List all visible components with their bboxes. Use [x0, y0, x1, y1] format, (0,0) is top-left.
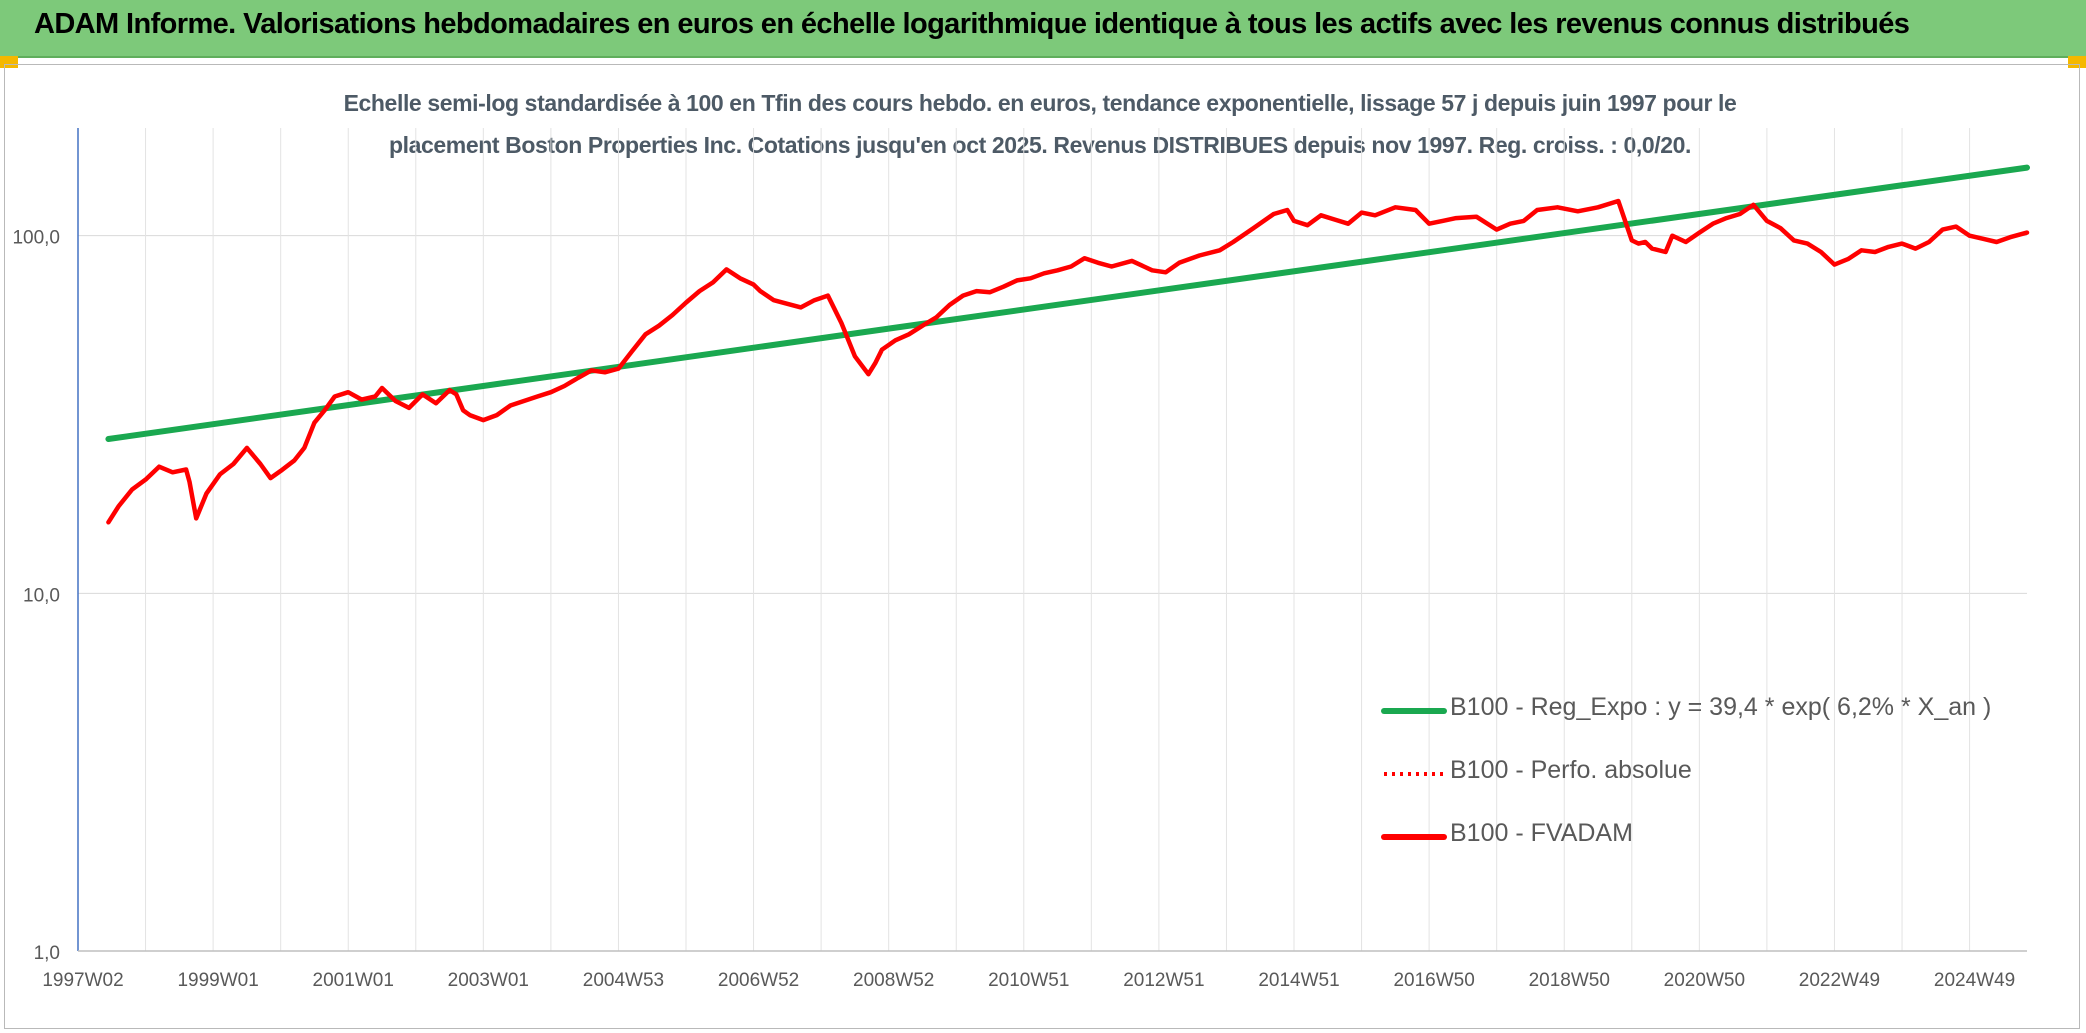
corner-marker-right	[2068, 56, 2086, 68]
series-layer	[105, 164, 2030, 525]
banner: ADAM Informe. Valorisations hebdomadaire…	[0, 0, 2086, 58]
x-tick-label: 2018W50	[1529, 970, 1610, 991]
legend-label-perfo-absolue: B100 - Perfo. absolue	[1450, 756, 1692, 784]
y-tick-label: 10,0	[23, 585, 60, 606]
x-tick-label: 2001W01	[313, 970, 394, 991]
x-tick-label: 2008W52	[853, 970, 934, 991]
chart-frame	[4, 64, 2080, 1029]
x-tick-label: 2006W52	[718, 970, 799, 991]
chart-title-line1: Echelle semi-log standardisée à 100 en T…	[343, 90, 1737, 116]
x-tick-label: 2016W50	[1393, 970, 1474, 991]
x-tick-label: 2004W53	[583, 970, 664, 991]
x-tick-label: 1997W02	[42, 970, 123, 991]
banner-title: ADAM Informe. Valorisations hebdomadaire…	[34, 8, 1910, 40]
y-tick-label: 100,0	[12, 228, 60, 249]
legend-layer	[1381, 708, 1447, 840]
x-tick-label: 2022W49	[1799, 970, 1880, 991]
series-fvadam-line	[106, 198, 2030, 525]
legend-label-reg-expo: B100 - Reg_Expo : y = 39,4 * exp( 6,2% *…	[1450, 693, 1992, 721]
legend-label-fvadam: B100 - FVADAM	[1450, 819, 1633, 847]
x-tick-label: 1999W01	[177, 970, 258, 991]
x-tick-label: 2020W50	[1664, 970, 1745, 991]
grid-layer	[78, 128, 2027, 952]
y-tick-label: 1,0	[34, 943, 60, 964]
series-reg-expo-line	[105, 164, 2030, 442]
x-tick-label: 2024W49	[1934, 970, 2015, 991]
x-tick-label: 2003W01	[448, 970, 529, 991]
axis-layer: 1,0 10,0 100,0 1997W02 1999W01 2001W01 2003W01…	[12, 128, 2027, 991]
x-tick-label: 2010W51	[988, 970, 1069, 991]
x-tick-label: 2014W51	[1258, 970, 1339, 991]
x-tick-label: 2012W51	[1123, 970, 1204, 991]
chart-title-line2: placement Boston Properties Inc. Cotatio…	[388, 132, 1692, 158]
